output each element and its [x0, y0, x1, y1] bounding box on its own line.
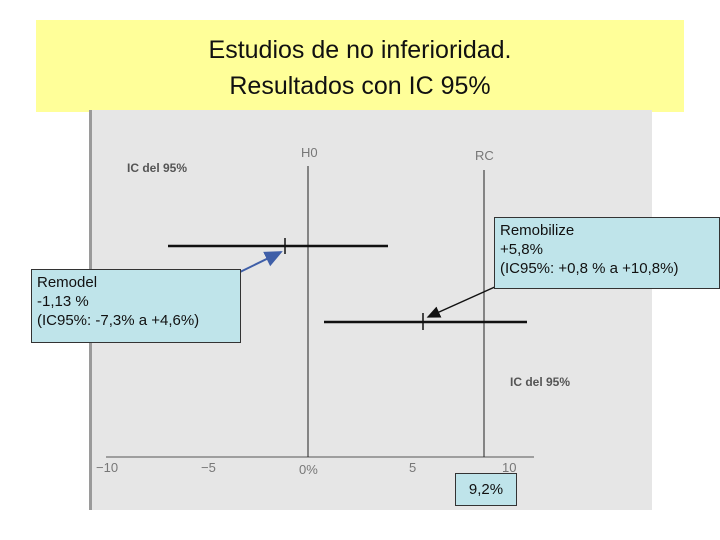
forest-plot: H0 RC IC del 95% IC del 95% −10 −5 0% 5 … [96, 145, 570, 477]
ci-label-bottom: IC del 95% [510, 375, 570, 389]
remobilize-name: Remobilize [500, 222, 575, 239]
x-tick-label: 10 [502, 460, 516, 475]
x-tick-label: −5 [201, 460, 216, 475]
x-tick-label: 5 [409, 460, 416, 475]
remobilize-callout: Remobilize +5,8% (IC95%: +0,8 % a +10,8%… [494, 217, 720, 289]
margin-value-box: 9,2% [455, 473, 517, 506]
remobilize-estimate: +5,8% [500, 241, 543, 258]
x-tick-label: 0% [299, 462, 318, 477]
remodel-name: Remodel [37, 274, 98, 291]
h0-label: H0 [301, 145, 318, 160]
remodel-ci: (IC95%: -7,3% a +4,6%) [37, 312, 200, 329]
title-banner: Estudios de no inferioridad. Resultados … [36, 20, 684, 112]
remodel-estimate: -1,13 % [37, 293, 89, 310]
rc-label: RC [475, 148, 494, 163]
remobilize-ci: (IC95%: +0,8 % a +10,8%) [500, 260, 679, 277]
ci-label-top: IC del 95% [127, 161, 187, 175]
title-line-1: Estudios de no inferioridad. [208, 36, 512, 64]
remobilize-arrow [426, 285, 498, 318]
remodel-arrow [239, 251, 283, 273]
remodel-callout: Remodel -1,13 % (IC95%: -7,3% a +4,6%) [31, 269, 241, 343]
chart-panel: H0 RC IC del 95% IC del 95% −10 −5 0% 5 … [89, 110, 652, 510]
title-line-2: Resultados con IC 95% [229, 72, 491, 100]
x-tick-label: −10 [96, 460, 118, 475]
